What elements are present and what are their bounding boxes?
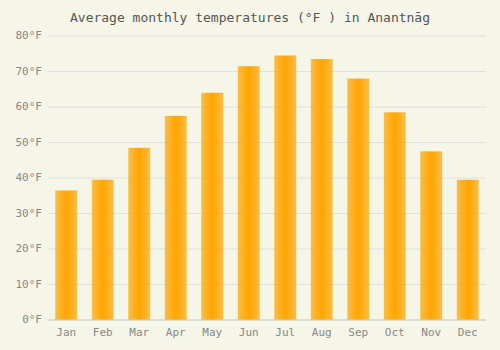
- chart-container: 0°F 10°F 20°F 30°F 40°F 50°F 60°F 70°F 80°F Jan Fe…: [0, 0, 500, 350]
- x-tick-label: Dec: [458, 326, 478, 339]
- bar: [165, 116, 187, 320]
- bar: [420, 151, 442, 320]
- x-axis: Jan Feb Mar Apr May Jun Jul Aug Sep Oct Nov Dec: [48, 320, 486, 339]
- x-axis-line: [48, 320, 486, 321]
- bar: [347, 79, 369, 320]
- x-tick-label: Nov: [421, 326, 441, 339]
- y-tick-label: 70°F: [16, 65, 43, 78]
- bar: [92, 180, 114, 320]
- grid-line: [48, 107, 486, 108]
- grid-line: [48, 36, 486, 37]
- grid-line: [48, 320, 486, 321]
- y-tick-label: 20°F: [16, 242, 43, 255]
- grid-line: [48, 142, 486, 143]
- bar: [128, 148, 150, 320]
- chart: 0°F 10°F 20°F 30°F 40°F 50°F 60°F 70°F 80°F Jan Fe…: [0, 0, 500, 350]
- bar: [238, 66, 260, 320]
- x-tick-label: Sep: [348, 326, 368, 339]
- bar: [201, 93, 223, 320]
- x-tick-label: Jul: [275, 326, 295, 339]
- x-tick-label: Feb: [93, 326, 113, 339]
- bars: [55, 56, 478, 320]
- bar: [274, 56, 296, 320]
- x-tick-label: Jan: [56, 326, 76, 339]
- y-tick-label: 0°F: [22, 313, 42, 326]
- y-tick-label: 30°F: [16, 207, 43, 220]
- x-tick-label: Aug: [312, 326, 332, 339]
- bar: [55, 190, 77, 320]
- y-tick-label: 10°F: [16, 278, 43, 291]
- x-tick-label: Apr: [166, 326, 186, 339]
- bar: [311, 59, 333, 320]
- grid-line: [48, 71, 486, 72]
- y-tick-label: 50°F: [16, 136, 43, 149]
- y-axis: 0°F 10°F 20°F 30°F 40°F 50°F 60°F 70°F 80°F: [16, 29, 43, 326]
- bar: [384, 112, 406, 320]
- y-tick-label: 80°F: [16, 29, 43, 42]
- bar: [457, 180, 479, 320]
- y-tick-label: 60°F: [16, 100, 43, 113]
- x-tick-label: Jun: [239, 326, 259, 339]
- y-tick-label: 40°F: [16, 171, 43, 184]
- x-tick-label: May: [202, 326, 222, 339]
- background: [0, 0, 500, 350]
- x-tick-label: Mar: [129, 326, 149, 339]
- y-grid: [48, 36, 486, 320]
- x-tick-label: Oct: [385, 326, 405, 339]
- title: Average monthly temperatures (°F ) in An…: [70, 10, 430, 25]
